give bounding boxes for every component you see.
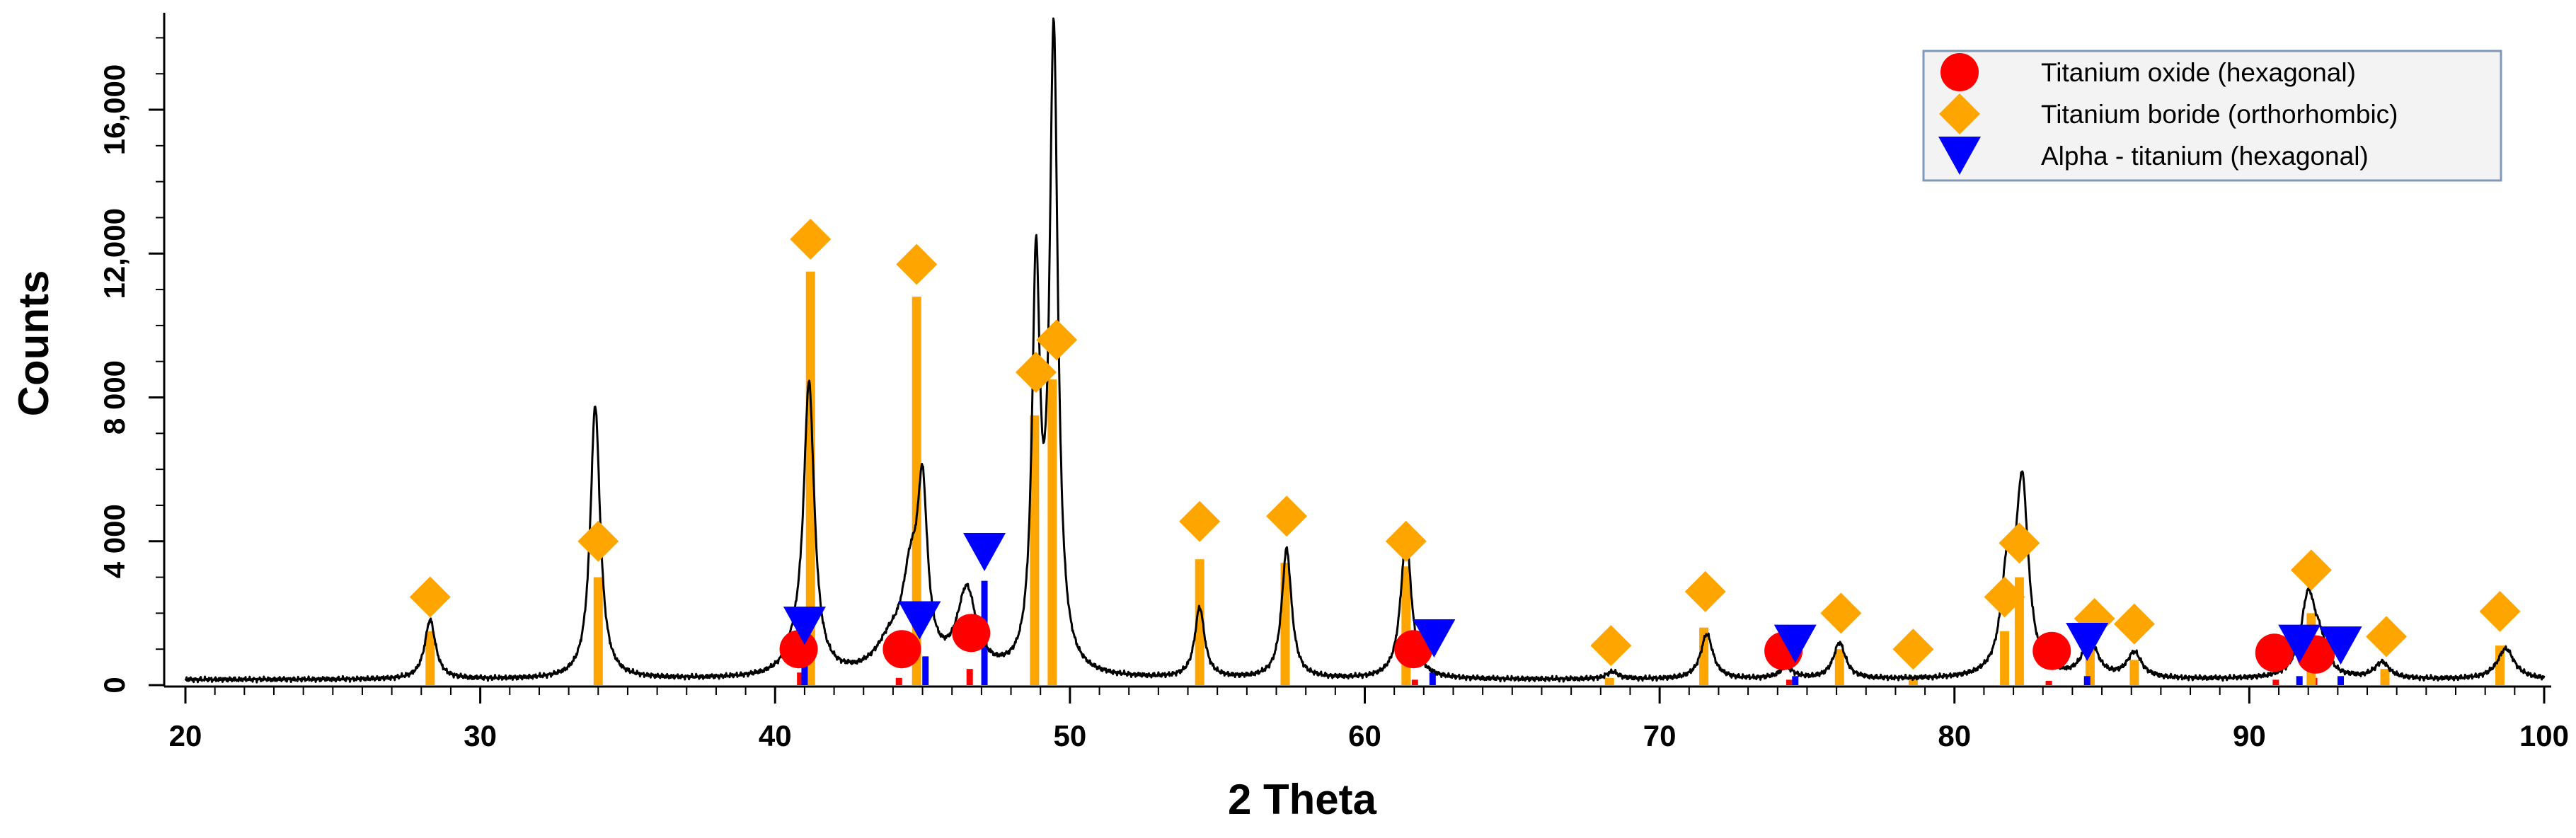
legend-label: Alpha - titanium (hexagonal): [2041, 142, 2369, 171]
reference-line: [1908, 679, 1918, 685]
y-tick-label: 16,000: [98, 64, 131, 155]
y-axis-title: Counts: [10, 270, 57, 417]
reference-line: [1047, 379, 1057, 685]
titanium-boride-marker: [577, 520, 619, 562]
reference-line: [2272, 679, 2279, 685]
xrd-pattern-line: [184, 17, 2546, 684]
reference-line: [801, 660, 808, 685]
x-tick-label: 50: [1054, 719, 1087, 752]
titanium-oxide-marker: [952, 614, 991, 653]
reference-line: [2000, 631, 2010, 685]
legend: Titanium oxide (hexagonal) Titanium borid…: [1922, 50, 2502, 182]
axis-ticks: 20 30 40 50 60 70 80 90 100 0 4 000 8 000 12,000 16,0…: [98, 37, 2569, 752]
x-tick-label: 70: [1643, 719, 1677, 752]
titanium-boride-marker: [1179, 500, 1221, 542]
titanium-oxide-marker: [1394, 630, 1433, 669]
reference-line: [425, 631, 435, 685]
titanium-boride-marker: [1266, 495, 1308, 537]
reference-line: [2129, 660, 2139, 685]
x-tick-label: 60: [1348, 719, 1381, 752]
reference-line: [1429, 672, 1436, 685]
x-tick-label: 80: [1938, 719, 1971, 752]
alpha-titanium-marker: [2319, 626, 2362, 665]
titanium-boride-marker: [1015, 351, 1057, 393]
reference-line: [1280, 563, 1290, 685]
y-tick-label: 0: [98, 677, 131, 693]
reference-line: [1604, 677, 1614, 685]
reference-line: [895, 677, 902, 685]
alpha-titanium-marker: [1773, 624, 1817, 663]
reference-line: [2296, 676, 2303, 685]
phase-markers: [409, 218, 2521, 674]
x-tick-label: 20: [169, 719, 202, 752]
reference-line: [2045, 680, 2052, 685]
reference-line: [922, 656, 929, 685]
reference-lines: [425, 271, 2505, 686]
titanium-boride-marker: [1892, 628, 1934, 670]
x-tick-label: 90: [2233, 719, 2266, 752]
reference-line: [593, 577, 603, 685]
x-tick-label: 30: [464, 719, 497, 752]
alpha-titanium-marker: [2278, 624, 2321, 663]
titanium-oxide-marker: [2032, 631, 2071, 670]
titanium-boride-marker: [1385, 520, 1427, 562]
titanium-oxide-marker: [2255, 633, 2294, 672]
reference-line: [1792, 676, 1799, 685]
alpha-titanium-marker: [783, 607, 826, 645]
alpha-titanium-marker: [898, 601, 941, 640]
x-tick-label: 40: [759, 719, 792, 752]
titanium-oxide-marker: [779, 630, 818, 669]
reference-line: [1411, 679, 1418, 685]
x-axis-title: 2 Theta: [1228, 776, 1377, 823]
titanium-boride-marker: [2113, 603, 2155, 645]
titanium-boride-marker: [896, 243, 938, 285]
alpha-titanium-marker: [1413, 619, 1456, 658]
reference-line: [1030, 415, 1040, 685]
titanium-boride-marker: [2290, 549, 2332, 591]
alpha-titanium-marker: [963, 533, 1006, 571]
y-tick-label: 8 000: [98, 360, 131, 435]
titanium-oxide-marker: [882, 630, 921, 669]
titanium-boride-marker: [1590, 625, 1632, 667]
y-tick-label: 12,000: [98, 208, 131, 299]
reference-line: [2495, 645, 2505, 685]
reference-line: [1834, 649, 1844, 685]
titanium-oxide-legend-marker: [1940, 53, 1979, 91]
titanium-boride-marker: [1684, 570, 1726, 612]
alpha-titanium-legend-marker: [1938, 137, 1981, 175]
legend-label: Titanium boride (orthorhombic): [2041, 100, 2398, 129]
titanium-boride-marker: [790, 218, 832, 260]
reference-line: [797, 672, 804, 685]
alpha-titanium-marker: [2066, 623, 2109, 662]
reference-line: [1699, 627, 1709, 685]
titanium-boride-marker: [1036, 319, 1078, 361]
reference-line: [2380, 669, 2390, 685]
legend-label: Titanium oxide (hexagonal): [2041, 58, 2356, 87]
titanium-boride-marker: [1999, 522, 2040, 564]
reference-line: [1786, 679, 1793, 685]
reference-line: [1195, 559, 1204, 685]
titanium-boride-marker: [1984, 576, 2025, 618]
y-tick-label: 4 000: [98, 504, 131, 578]
reference-line: [2083, 676, 2091, 685]
legend-box: [1922, 50, 2502, 182]
reference-line: [966, 669, 973, 685]
titanium-boride-legend-marker: [1939, 93, 1980, 134]
x-tick-label: 100: [2519, 719, 2569, 752]
reference-line: [2338, 676, 2345, 685]
titanium-boride-marker: [2479, 590, 2521, 632]
titanium-boride-marker: [2366, 616, 2408, 658]
reference-line: [805, 271, 815, 686]
axes: [163, 13, 2551, 688]
reference-line: [912, 297, 921, 685]
titanium-boride-marker: [1820, 592, 1862, 634]
titanium-boride-marker: [409, 576, 451, 618]
